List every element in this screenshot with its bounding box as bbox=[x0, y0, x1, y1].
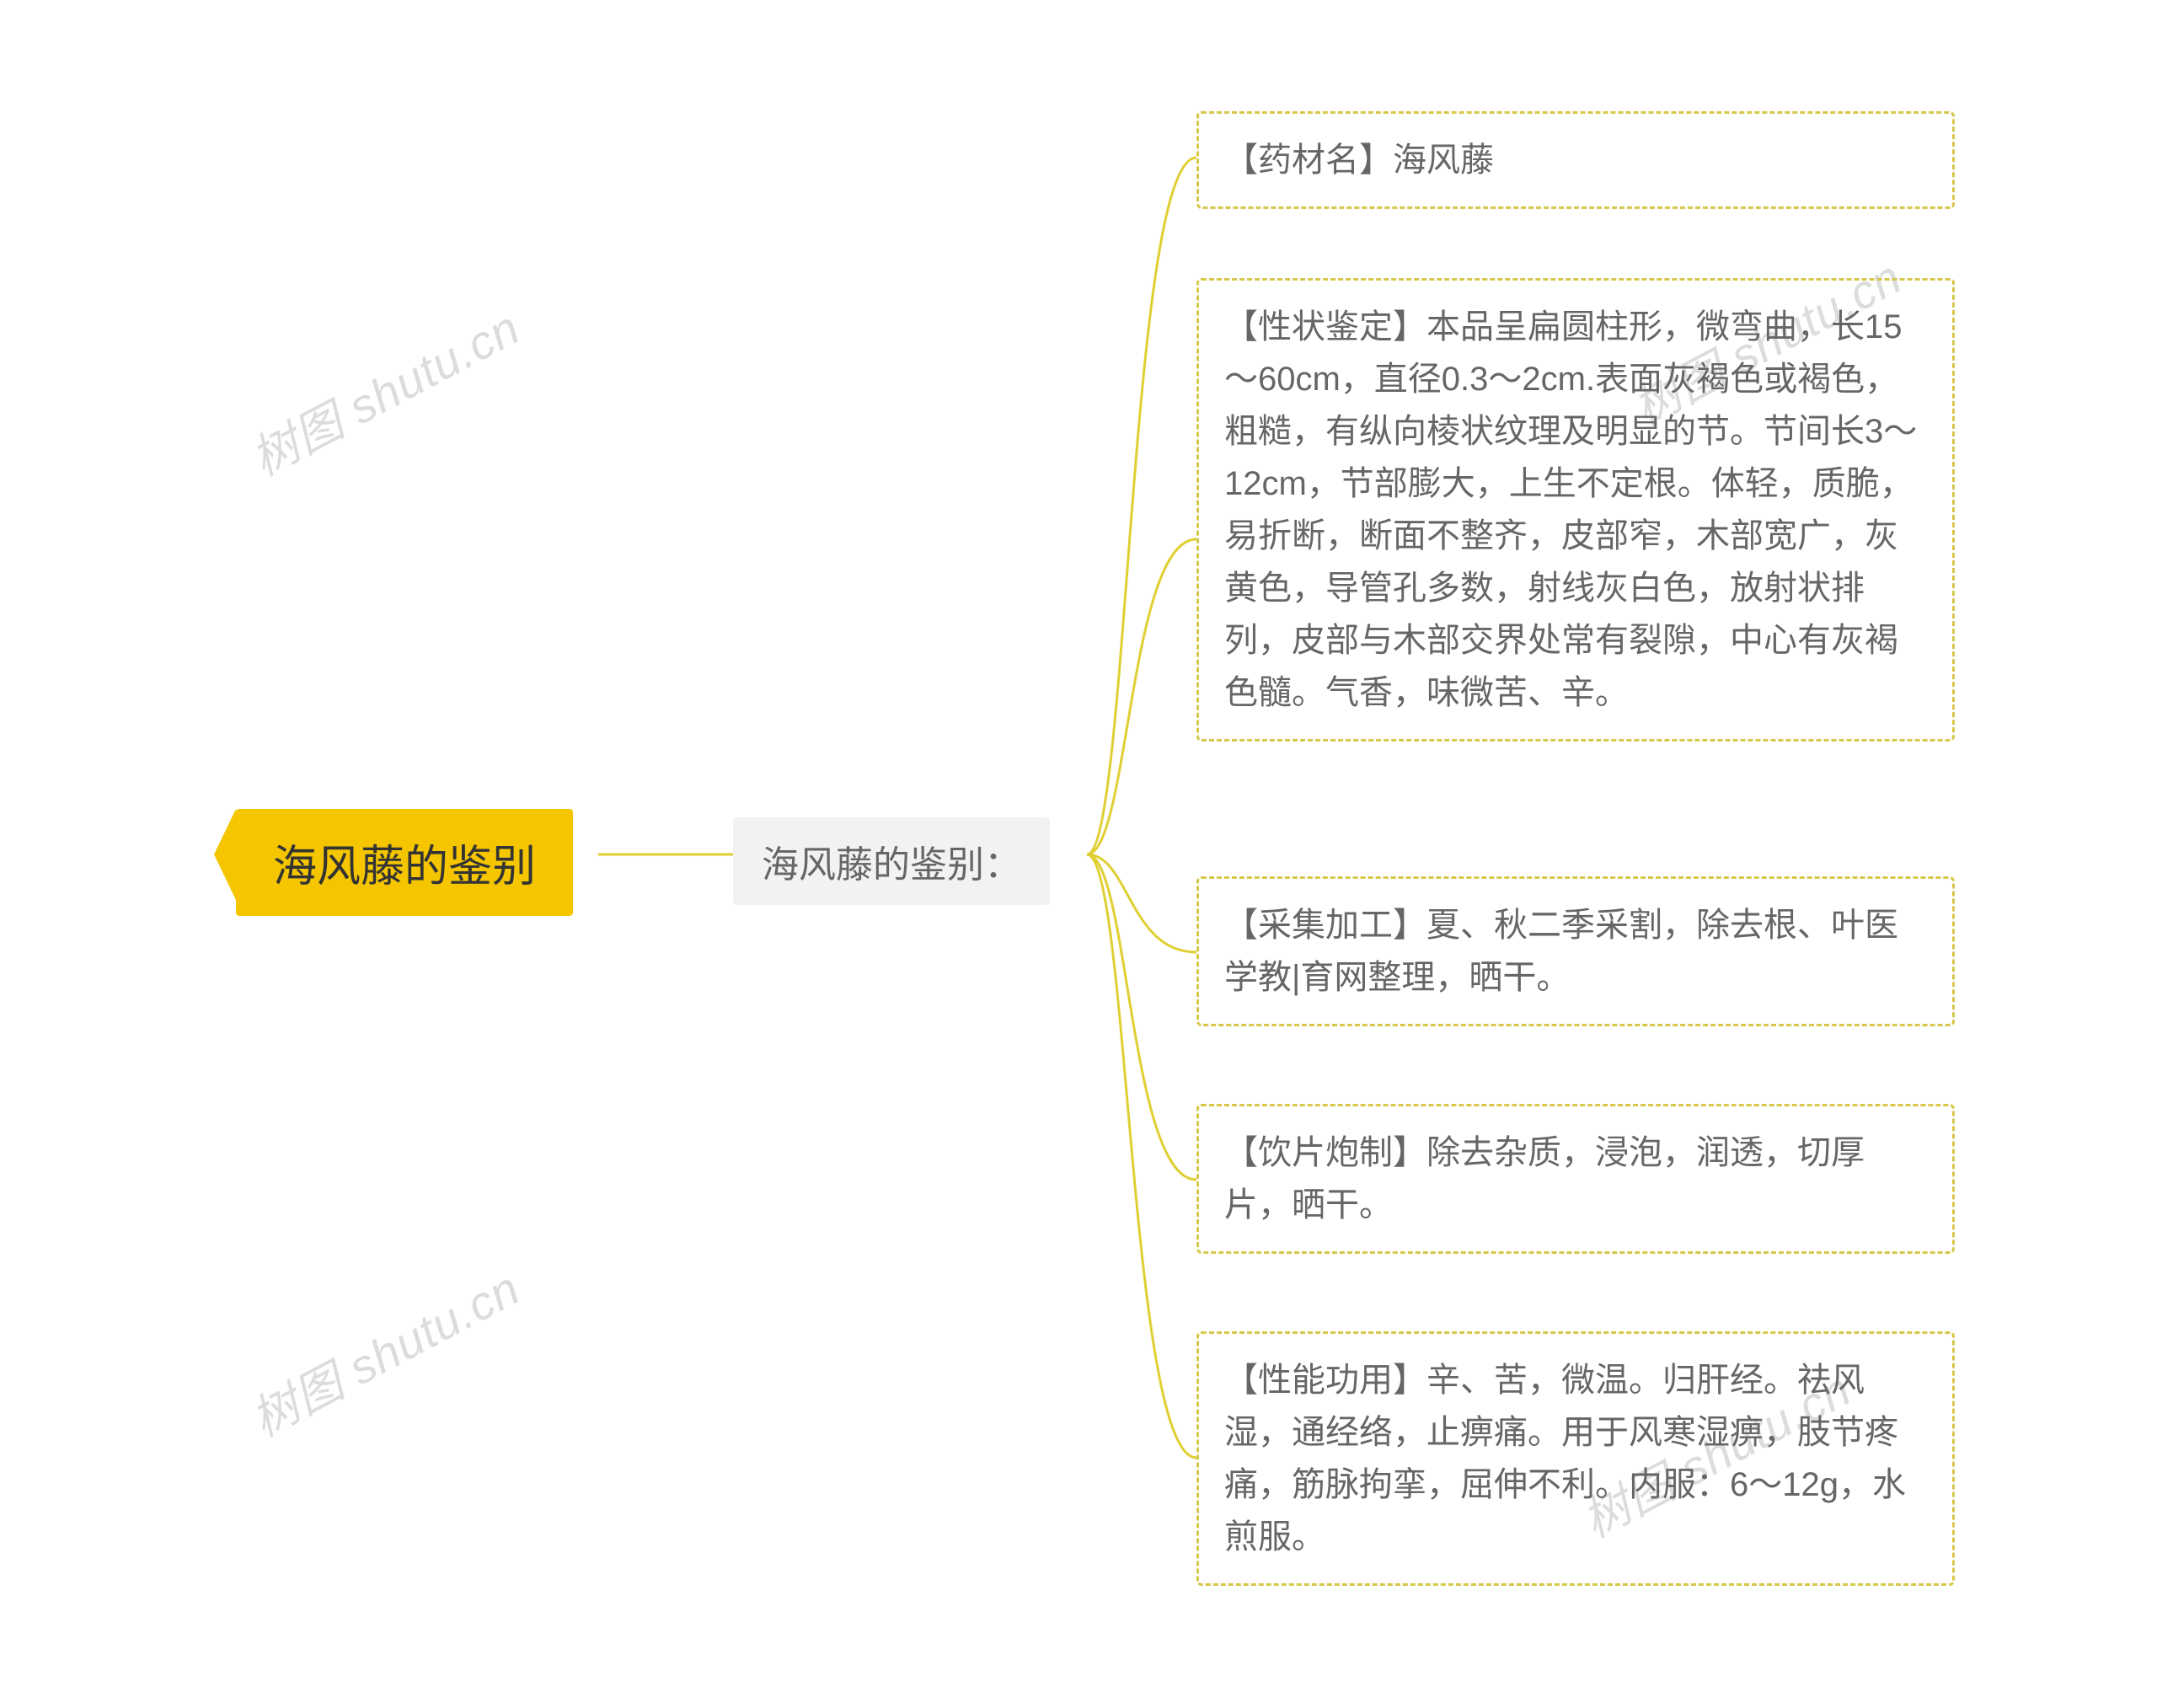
connector bbox=[1087, 158, 1196, 854]
leaf-node-collect[interactable]: 【采集加工】夏、秋二季采割，除去根、叶医学教|育网整理，晒干。 bbox=[1196, 876, 1955, 1026]
connector bbox=[1087, 854, 1196, 1180]
connector bbox=[1087, 539, 1196, 854]
sub-node[interactable]: 海风藤的鉴别： bbox=[733, 817, 1050, 905]
leaf-node-function[interactable]: 【性能功用】辛、苦，微温。归肝经。祛风湿，通经络，止痹痛。用于风寒湿痹，肢节疼痛… bbox=[1196, 1331, 1955, 1586]
connector bbox=[1087, 854, 1196, 1458]
root-node[interactable]: 海风藤的鉴别 bbox=[236, 809, 573, 916]
watermark: 树图 shutu.cn bbox=[238, 291, 530, 490]
watermark: 树图 shutu.cn bbox=[238, 1251, 530, 1450]
mindmap-stage: 树图 shutu.cn 树图 shutu.cn 树图 shutu.cn 树图 s… bbox=[0, 0, 2157, 1708]
connector bbox=[1087, 854, 1196, 952]
leaf-node-name[interactable]: 【药材名】海风藤 bbox=[1196, 111, 1955, 209]
leaf-node-identify[interactable]: 【性状鉴定】本品呈扁圆柱形，微弯曲，长15～60cm，直径0.3～2cm.表面灰… bbox=[1196, 278, 1955, 742]
leaf-node-process[interactable]: 【饮片炮制】除去杂质，浸泡，润透，切厚片，晒干。 bbox=[1196, 1104, 1955, 1254]
